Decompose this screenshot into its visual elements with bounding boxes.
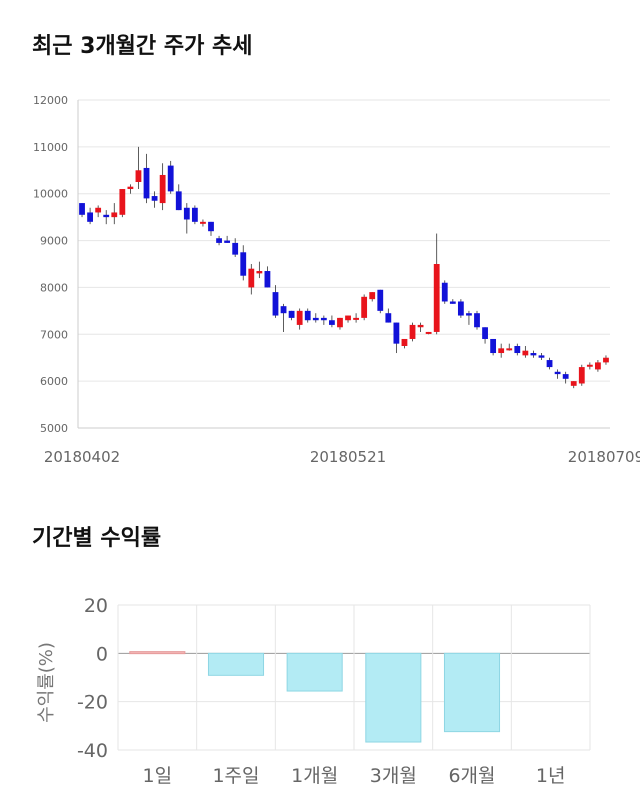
y-tick-label: -40 [77, 740, 108, 762]
candle-body [216, 238, 222, 243]
candle-body [119, 189, 126, 215]
candle-body [570, 381, 577, 386]
candle-body [79, 203, 85, 215]
x-tick-label: 20180709 [568, 448, 640, 466]
y-tick-label: 20 [84, 595, 108, 617]
y-axis-label: 수익률(%) [36, 642, 57, 723]
candle-body [312, 317, 319, 321]
candle-body [272, 292, 279, 316]
return-bar [207, 652, 265, 676]
y-tick-label: 7000 [40, 328, 68, 341]
candle-body [562, 374, 569, 379]
candle-body [87, 212, 93, 222]
candle-body [208, 221, 214, 232]
candle-body [143, 167, 150, 199]
x-tick-label: 20180521 [310, 448, 386, 466]
candle-body [232, 242, 239, 255]
candle-body [361, 296, 368, 318]
candle-body [103, 214, 110, 218]
y-tick-label: 11000 [33, 141, 68, 154]
return-bar [443, 652, 501, 733]
candle-body [522, 350, 529, 356]
candle-body [538, 355, 545, 358]
candle-body [320, 317, 327, 321]
candle-body [409, 324, 416, 339]
candle-body [474, 313, 480, 328]
return-bar [129, 651, 186, 655]
price-trend-title: 최근 3개월간 주가 추세 [32, 34, 253, 59]
x-tick-label: 1일 [143, 765, 173, 787]
candle-body [595, 362, 601, 370]
candle-body [490, 338, 497, 354]
candle-body [288, 310, 295, 318]
y-tick-label: 6000 [40, 375, 68, 388]
candle-body [256, 271, 263, 274]
candle-body [95, 207, 102, 213]
x-tick-label: 1년 [536, 765, 566, 787]
period-return-chart: 20 0 -20 -40 1일 1주일 1개월 3개월 6개월 1년 수익률(%) [36, 595, 591, 787]
x-tick-label: 1개월 [291, 765, 338, 787]
candle-body [159, 174, 166, 204]
candle-body [482, 327, 488, 339]
candle-body [393, 322, 400, 344]
y-tick-label: 9000 [40, 235, 68, 248]
candle-body [401, 338, 408, 346]
candle-body [151, 196, 158, 201]
candle-body [457, 301, 464, 316]
candle-body [248, 268, 255, 288]
candle-body [200, 221, 206, 224]
y-tick-label: -20 [77, 692, 108, 714]
return-bar [286, 652, 343, 692]
candle-body [264, 271, 271, 288]
y-tick-label: 0 [96, 643, 108, 665]
y-tick-label: 12000 [33, 94, 68, 107]
period-return-title: 기간별 수익률 [32, 526, 162, 551]
candle-body [111, 212, 118, 218]
candle-body [337, 317, 343, 328]
candle-body [546, 360, 553, 368]
candle-body [304, 310, 311, 321]
candle-body [449, 301, 456, 304]
candle-body [280, 306, 287, 314]
candle-body [441, 282, 448, 302]
candle-body [377, 289, 384, 311]
candle-body [498, 348, 505, 354]
x-tick-label: 3개월 [370, 765, 417, 787]
return-bar [365, 652, 422, 743]
candle-body [578, 367, 585, 384]
candle-body [127, 186, 134, 190]
candle-body [135, 170, 142, 182]
candle-body [167, 165, 174, 192]
x-tick-label: 1주일 [212, 765, 259, 787]
y-tick-label: 10000 [33, 188, 68, 201]
candle-body [345, 315, 351, 321]
candle-body [385, 313, 392, 323]
candle-body [329, 320, 335, 325]
candle-body [506, 348, 513, 351]
candle-body [530, 353, 537, 356]
candle-body [224, 240, 231, 243]
candlestick-chart: 5000 6000 7000 8000 9000 10000 11000 12000 20180… [33, 94, 640, 466]
candle-body [417, 324, 424, 328]
x-tick-label: 20180402 [44, 448, 120, 466]
candle-body [353, 317, 359, 320]
candle-body [466, 313, 472, 316]
candle-body [554, 371, 561, 375]
candle-body [191, 207, 198, 222]
y-tick-label: 5000 [40, 422, 68, 435]
candle-body [369, 292, 376, 300]
candle-body [433, 264, 440, 332]
candle-body [240, 252, 247, 276]
candle-body [603, 357, 609, 363]
candle-body [175, 191, 182, 211]
candle-body [586, 364, 593, 367]
candle-body [296, 310, 303, 325]
candle-body [183, 207, 190, 220]
candle-body [425, 331, 432, 334]
y-tick-label: 8000 [40, 281, 68, 294]
x-tick-label: 6개월 [448, 765, 495, 787]
candle-body [514, 346, 521, 354]
